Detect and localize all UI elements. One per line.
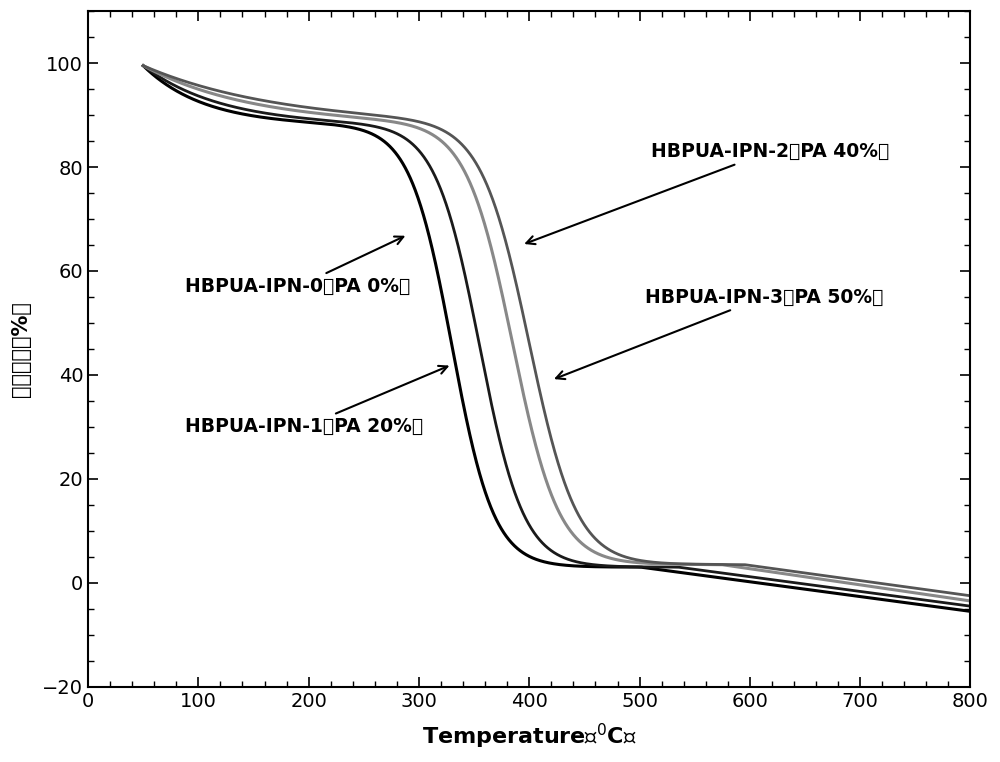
Y-axis label: 残余质量（%）: 残余质量（%） bbox=[11, 301, 31, 397]
Text: HBPUA-IPN-3（PA 50%）: HBPUA-IPN-3（PA 50%） bbox=[556, 287, 883, 379]
Text: HBPUA-IPN-0（PA 0%）: HBPUA-IPN-0（PA 0%） bbox=[185, 236, 410, 296]
Text: HBPUA-IPN-2（PA 40%）: HBPUA-IPN-2（PA 40%） bbox=[526, 142, 889, 244]
X-axis label: Temperature（$^0$C）: Temperature（$^0$C） bbox=[422, 722, 637, 751]
Text: HBPUA-IPN-1（PA 20%）: HBPUA-IPN-1（PA 20%） bbox=[185, 366, 447, 437]
